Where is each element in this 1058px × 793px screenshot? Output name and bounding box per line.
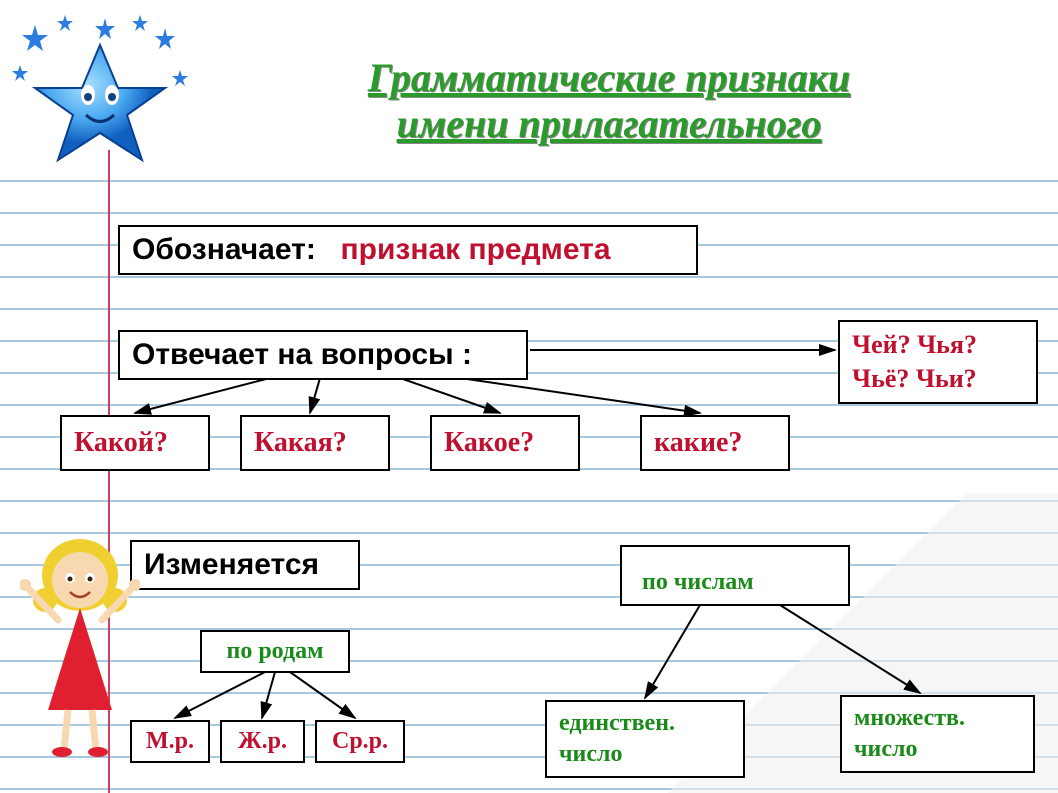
title-line-2: имени прилагательного [190,101,1028,147]
box-by-number: по числам [620,545,850,606]
box-answers: Отвечает на вопросы : [118,330,528,380]
box-q1: Какой? [60,415,210,471]
box-gender-f: Ж.р. [220,720,305,763]
box-q5: Чей? Чья? Чьё? Чьи? [838,320,1038,404]
box-q3: Какое? [430,415,580,471]
box-plural: множеств. число [840,695,1035,773]
box-changes: Изменяется [130,540,360,590]
title-line-1: Грамматические признаки [190,55,1028,101]
denotes-label: Обозначает: [132,233,316,266]
box-q2: Какая? [240,415,390,471]
slide-title: Грамматические признаки имени прилагател… [190,55,1028,147]
box-q4: какие? [640,415,790,471]
answers-label: Отвечает на вопросы : [132,338,472,371]
star-mascot [10,10,190,190]
denotes-value: признак предмета [341,233,611,266]
box-denotes: Обозначает: признак предмета [118,225,698,275]
girl-mascot [20,530,140,760]
box-gender-m: М.р. [130,720,210,763]
q5-line1: Чей? Чья? [852,328,1024,362]
box-by-gender: по родам [200,630,350,673]
q5-line2: Чьё? Чьи? [852,362,1024,396]
box-gender-n: Ср.р. [315,720,405,763]
box-singular: единствен. число [545,700,745,778]
